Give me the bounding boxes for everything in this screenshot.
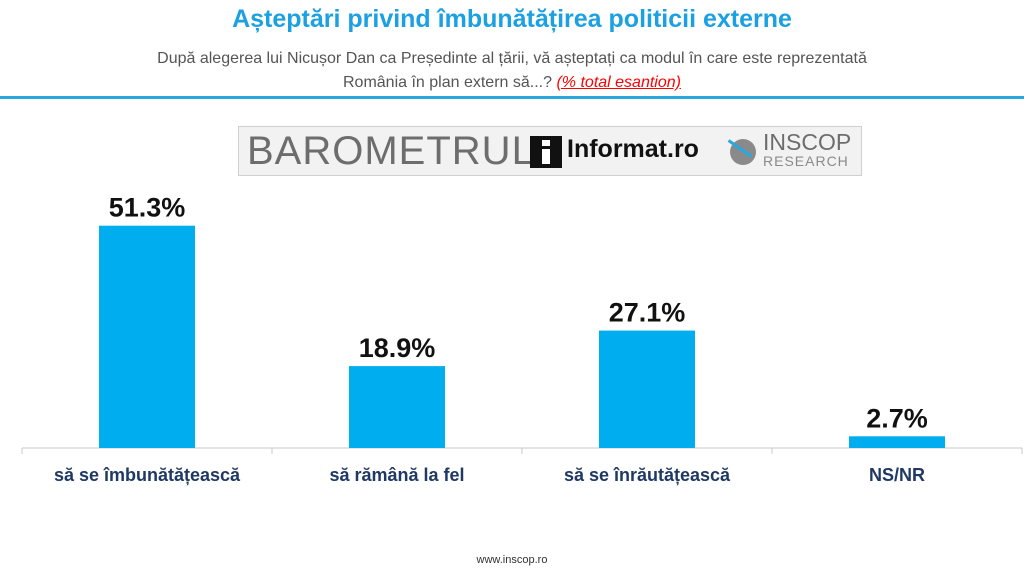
data-label: 18.9%: [359, 333, 436, 363]
research-wordmark: RESEARCH: [763, 153, 849, 169]
category-label: să rămână la fel: [329, 465, 464, 485]
chart-subtitle: După alegerea lui Nicușor Dan ca Președi…: [40, 47, 984, 95]
data-label: 2.7%: [866, 403, 928, 433]
website-footer: www.inscop.ro: [476, 554, 548, 566]
data-label: 27.1%: [609, 298, 686, 328]
category-label: să se înrăutățească: [564, 465, 731, 485]
chart-title: Așteptări privind îmbunătățirea politici…: [232, 5, 792, 33]
subtitle-line-1: După alegerea lui Nicușor Dan ca Președi…: [157, 50, 867, 67]
data-label: 51.3%: [109, 193, 186, 223]
subtitle-question: România în plan extern să...?: [343, 74, 553, 91]
inscop-wordmark: INSCOP: [763, 129, 852, 155]
informat-wordmark: Informat.ro: [567, 135, 699, 163]
category-label: să se îmbunătățească: [54, 465, 241, 485]
sponsor-banner: BAROMETRUL Informat.ro INSCOP RESEARCH: [238, 126, 862, 176]
bar: [849, 436, 945, 448]
inscop-logo-icon: [730, 139, 756, 165]
category-label: NS/NR: [869, 465, 925, 485]
bar: [99, 225, 195, 448]
sample-note: (% total esantion): [556, 74, 681, 91]
informat-logo-icon: [530, 136, 562, 168]
bar: [599, 330, 695, 448]
barometru-wordmark: BAROMETRUL: [247, 129, 535, 173]
bar: [349, 366, 445, 448]
header-rule: [0, 96, 1024, 99]
subtitle-line-2: România în plan extern să...? (% total e…: [40, 71, 984, 95]
